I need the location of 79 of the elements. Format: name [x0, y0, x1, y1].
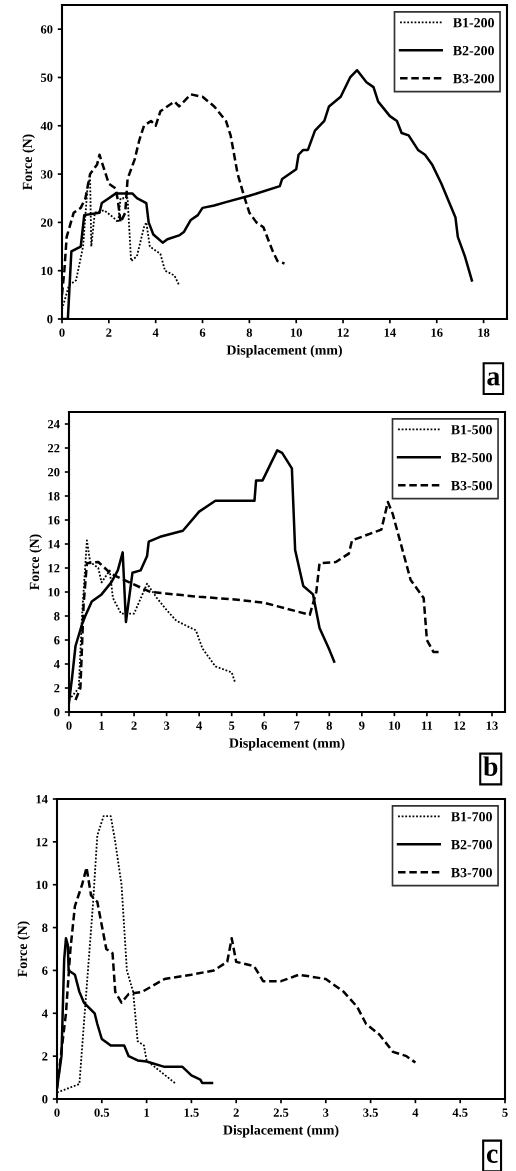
x-tick-label: 3	[323, 1108, 329, 1117]
x-tick-label: 2	[233, 1108, 239, 1117]
x-tick-label: 7	[294, 721, 300, 730]
y-tick-label: 10	[48, 588, 60, 597]
x-axis-title: Displacement (mm)	[223, 1124, 339, 1138]
y-tick-label: 8	[42, 923, 48, 933]
x-tick-label: 13	[486, 721, 498, 730]
x-tick-label: 0	[66, 721, 72, 730]
x-tick-label: 2	[131, 721, 137, 730]
legend-label: B3-200	[453, 73, 494, 84]
x-tick-label: 4	[196, 721, 203, 730]
x-tick-label: 4.5	[452, 1108, 468, 1117]
y-tick-label: 0	[47, 315, 53, 324]
x-tick-label: 6	[199, 328, 206, 337]
y-tick-label: 18	[48, 492, 60, 501]
legend-label: B2-200	[453, 45, 494, 56]
x-tick-label: 1	[99, 721, 105, 730]
y-tick-label: 12	[48, 564, 60, 573]
y-tick-label: 6	[42, 966, 48, 975]
y-tick-label: 10	[36, 880, 48, 890]
y-tick-label: 2	[54, 684, 60, 693]
y-tick-label: 4	[41, 1009, 48, 1018]
y-tick-label: 2	[42, 1052, 48, 1061]
x-tick-label: 0.5	[94, 1108, 110, 1117]
y-tick-label: 60	[40, 25, 53, 34]
x-tick-label: 1	[144, 1108, 150, 1117]
x-tick-label: 1.5	[184, 1108, 199, 1117]
x-tick-label: 8	[326, 721, 333, 730]
y-tick-label: 24	[48, 420, 60, 429]
y-tick-label: 4	[53, 660, 60, 669]
x-tick-label: 5	[502, 1108, 508, 1117]
text: a	[487, 372, 500, 386]
y-tick-label: 0	[54, 708, 60, 717]
x-axis-title: Displacement (mm)	[229, 737, 345, 751]
legend-label: B1-200	[453, 17, 494, 28]
y-tick-label: 8	[54, 612, 60, 621]
legend-label: B3-500	[451, 480, 492, 491]
x-tick-label: 16	[431, 328, 443, 337]
legend-label: B2-700	[451, 839, 492, 850]
y-tick-label: 14	[36, 795, 48, 804]
x-tick-label: 18	[478, 328, 490, 337]
y-tick-label: 20	[41, 218, 53, 227]
x-tick-label: 11	[422, 721, 433, 730]
x-tick-label: 2	[106, 328, 112, 337]
y-tick-label: 22	[48, 444, 60, 453]
x-tick-label: 14	[384, 328, 396, 337]
y-tick-label: 16	[48, 516, 60, 525]
x-tick-label: 4	[412, 1108, 419, 1117]
y-tick-label: 14	[48, 540, 60, 549]
x-tick-label: 2.5	[273, 1108, 289, 1117]
text: b	[483, 756, 498, 776]
y-tick-label: 50	[40, 73, 53, 82]
x-tick-label: 3	[163, 721, 170, 730]
y-tick-label: 0	[42, 1095, 48, 1104]
x-tick-label: 10	[389, 721, 401, 730]
legend-label: B1-500	[451, 424, 492, 435]
y-tick-label: 12	[36, 837, 48, 847]
x-tick-label: 8	[246, 328, 253, 337]
x-tick-label: 12	[337, 328, 349, 337]
y-axis-title: Force (N)	[22, 134, 35, 190]
text: c	[486, 1149, 498, 1163]
legend-label: B1-700	[451, 811, 492, 822]
legend-label: B3-700	[451, 867, 492, 878]
y-tick-label: 6	[54, 636, 60, 645]
x-tick-label: 12	[454, 721, 466, 730]
x-tick-label: 10	[290, 328, 302, 337]
legend-label: B2-500	[451, 452, 492, 463]
x-tick-label: 4	[152, 328, 159, 337]
x-tick-label: 3.5	[363, 1108, 378, 1117]
y-axis-title: Force (N)	[17, 921, 30, 977]
x-axis-title: Displacement (mm)	[226, 344, 342, 358]
x-tick-label: 9	[359, 721, 365, 730]
y-tick-label: 20	[48, 468, 60, 477]
y-tick-label: 30	[40, 170, 53, 179]
x-tick-label: 6	[261, 721, 267, 730]
x-tick-label: 5	[229, 721, 235, 730]
y-tick-label: 10	[41, 266, 53, 276]
y-axis-title: Force (N)	[29, 534, 42, 590]
y-tick-label: 40	[40, 121, 53, 131]
